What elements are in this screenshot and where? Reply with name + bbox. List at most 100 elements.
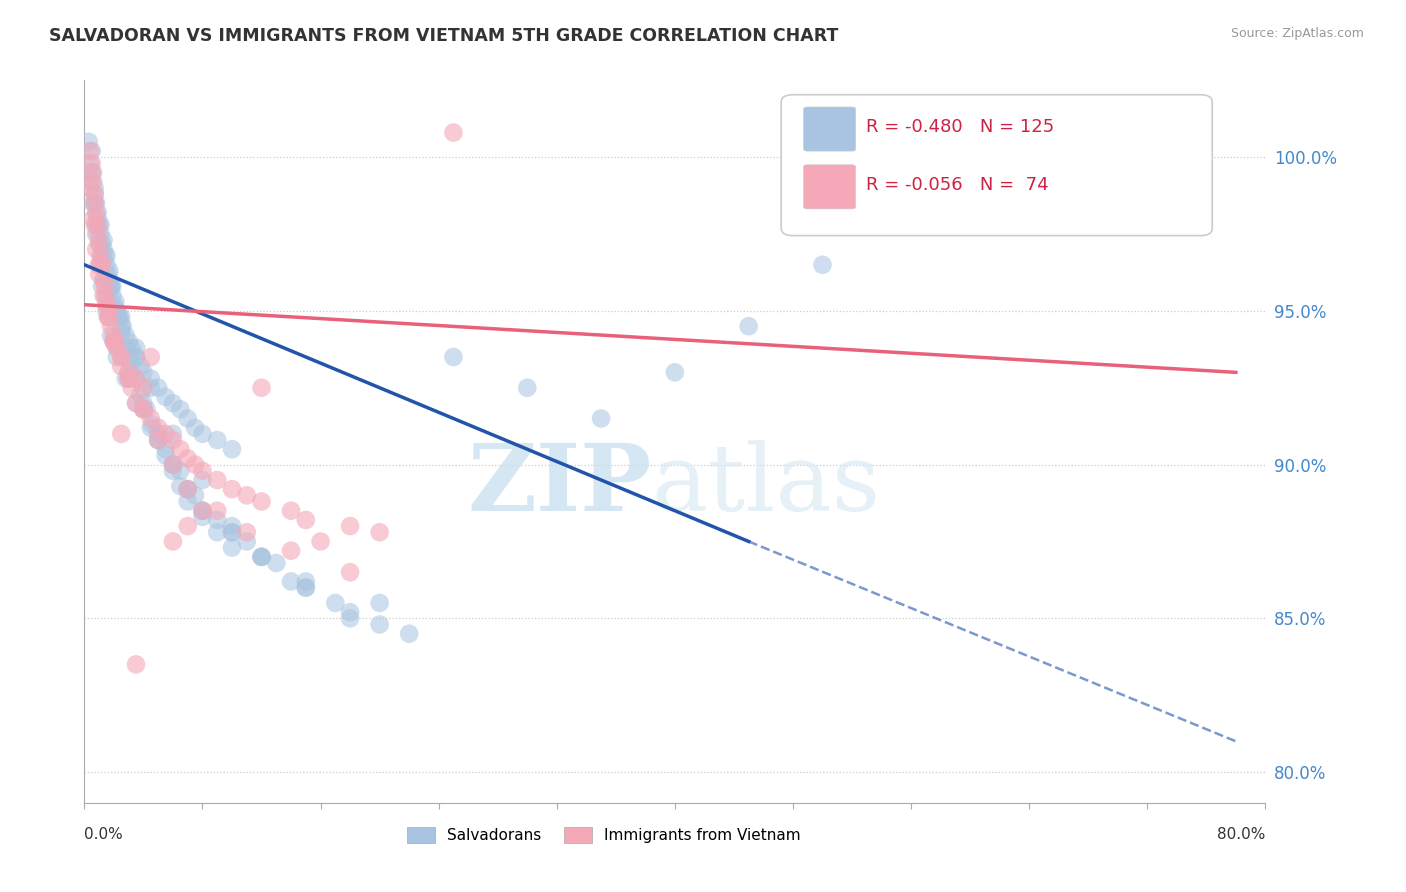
Point	[120, 356, 142, 370]
Point	[132, 381, 155, 395]
Point	[91, 248, 114, 262]
Point	[91, 279, 114, 293]
Point	[87, 267, 111, 281]
Point	[221, 482, 243, 496]
Point	[100, 319, 122, 334]
Point	[177, 519, 200, 533]
Point	[135, 402, 157, 417]
Point	[125, 341, 148, 355]
Point	[97, 267, 120, 281]
Point	[114, 371, 136, 385]
Point	[97, 310, 120, 324]
Point	[83, 218, 105, 232]
Point	[169, 464, 191, 478]
Point	[110, 426, 132, 441]
Point	[125, 396, 148, 410]
Point	[87, 236, 111, 251]
Point	[155, 442, 177, 457]
Point	[93, 243, 115, 257]
Point	[98, 264, 121, 278]
Point	[125, 396, 148, 410]
Text: Source: ZipAtlas.com: Source: ZipAtlas.com	[1230, 27, 1364, 40]
Point	[84, 196, 107, 211]
Point	[110, 350, 132, 364]
Point	[82, 165, 104, 179]
Point	[139, 371, 162, 385]
Point	[368, 596, 391, 610]
Point	[105, 304, 128, 318]
Point	[295, 574, 318, 589]
Point	[80, 175, 103, 189]
Point	[177, 411, 200, 425]
Point	[90, 218, 112, 232]
Point	[110, 310, 132, 324]
Point	[96, 304, 118, 318]
Point	[139, 350, 162, 364]
Point	[107, 310, 129, 324]
Point	[83, 196, 105, 211]
Point	[250, 381, 273, 395]
Point	[368, 617, 391, 632]
Point	[100, 328, 122, 343]
Point	[82, 211, 104, 226]
Point	[80, 156, 103, 170]
Point	[148, 426, 170, 441]
Point	[221, 525, 243, 540]
Point	[516, 381, 538, 395]
Point	[98, 304, 121, 318]
Point	[103, 334, 125, 349]
Point	[77, 135, 100, 149]
Point	[84, 227, 107, 241]
Text: ZIP: ZIP	[467, 440, 651, 530]
Point	[98, 310, 121, 324]
Point	[177, 482, 200, 496]
Point	[221, 541, 243, 555]
Point	[162, 458, 184, 472]
Point	[110, 359, 132, 374]
Point	[266, 556, 288, 570]
Text: R = -0.480   N = 125: R = -0.480 N = 125	[866, 119, 1054, 136]
Point	[325, 596, 347, 610]
Point	[93, 288, 115, 302]
Point	[97, 310, 120, 324]
Point	[86, 227, 108, 241]
Point	[339, 605, 361, 619]
Point	[83, 187, 105, 202]
Point	[118, 371, 141, 385]
Point	[162, 396, 184, 410]
Point	[110, 326, 132, 340]
Point	[236, 488, 259, 502]
Point	[162, 426, 184, 441]
Point	[207, 513, 229, 527]
Point	[139, 411, 162, 425]
Point	[101, 279, 124, 293]
Point	[104, 294, 127, 309]
Point	[91, 236, 114, 251]
Point	[148, 433, 170, 447]
Point	[221, 519, 243, 533]
Point	[90, 258, 112, 272]
Point	[155, 426, 177, 441]
Y-axis label: 5th Grade: 5th Grade	[0, 403, 7, 480]
Point	[141, 417, 163, 432]
Point	[132, 402, 155, 417]
Point	[121, 341, 143, 355]
Point	[177, 482, 200, 496]
Point	[101, 288, 124, 302]
Point	[177, 494, 200, 508]
Point	[90, 248, 112, 262]
Point	[738, 319, 761, 334]
Point	[155, 390, 177, 404]
Point	[83, 181, 105, 195]
Point	[177, 482, 200, 496]
Point	[84, 218, 107, 232]
Point	[811, 258, 834, 272]
Point	[148, 381, 170, 395]
Point	[184, 420, 207, 434]
Text: R = -0.056   N =  74: R = -0.056 N = 74	[866, 176, 1049, 194]
Point	[250, 494, 273, 508]
Point	[184, 458, 207, 472]
Point	[84, 205, 107, 219]
Point	[93, 233, 115, 247]
Point	[221, 525, 243, 540]
